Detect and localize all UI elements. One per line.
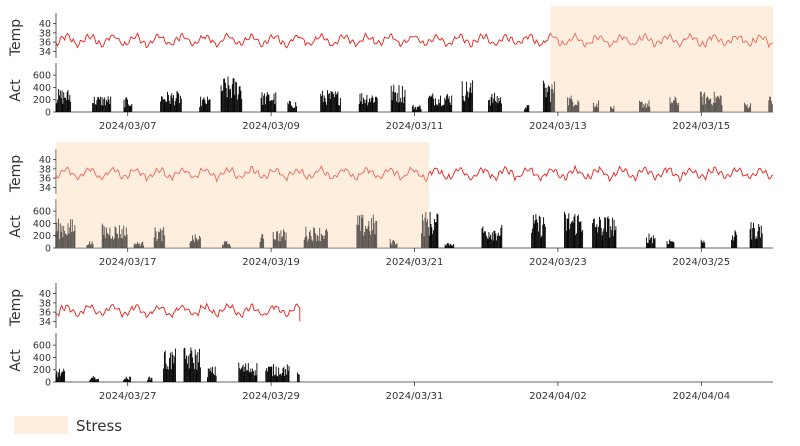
temp-tick-label: 34 (39, 317, 51, 328)
act-tick-label: 400 (33, 219, 51, 230)
act-tick-label: 400 (33, 353, 51, 364)
x-tick-label: 2024/03/29 (242, 391, 300, 402)
act-tick-label: 0 (45, 244, 51, 255)
x-tick-label: 2024/03/13 (529, 121, 587, 132)
x-tick-label: 2024/03/15 (672, 121, 730, 132)
x-tick-label: 2024/04/04 (672, 391, 730, 402)
x-tick-label: 2024/03/09 (242, 121, 300, 132)
temp-tick-label: 36 (39, 308, 51, 319)
temp-series-line (55, 164, 774, 183)
act-tick-label: 600 (33, 71, 51, 82)
x-tick-label: 2024/03/23 (529, 257, 587, 268)
legend: Stress (14, 416, 122, 435)
stress-band-overlay-1 (550, 6, 773, 112)
act-tick-label: 600 (33, 207, 51, 218)
temp-tick-label: 38 (39, 298, 51, 309)
legend-stress-label: Stress (76, 417, 122, 435)
temp-tick-label: 40 (39, 155, 51, 166)
temp-tick-label: 38 (39, 28, 51, 39)
temp-axis-label: Temp (8, 155, 24, 193)
x-tick-label: 2024/03/17 (99, 257, 157, 268)
stress-band-1 (550, 6, 773, 112)
x-tick-label: 2024/03/27 (99, 391, 157, 402)
temp-tick-label: 36 (39, 38, 51, 49)
temp-tick-label: 38 (39, 164, 51, 175)
act-tick-label: 600 (33, 341, 51, 352)
legend-stress-swatch (14, 416, 68, 434)
temp-axis-label: Temp (8, 19, 24, 57)
act-tick-label: 400 (33, 83, 51, 94)
x-tick-label: 2024/03/21 (386, 257, 444, 268)
temp-series-line (55, 32, 774, 49)
x-tick-label: 2024/03/07 (99, 121, 157, 132)
temp-tick-label: 36 (39, 174, 51, 185)
stress-band-overlay-1 (56, 142, 429, 248)
act-axis-label: Act (8, 79, 24, 102)
x-tick-label: 2024/03/19 (242, 257, 300, 268)
act-axis-label: Act (8, 215, 24, 238)
act-tick-label: 200 (33, 95, 51, 106)
act-tick-label: 200 (33, 231, 51, 242)
temp-tick-label: 34 (39, 183, 51, 194)
temp-tick-label: 40 (39, 289, 51, 300)
x-tick-label: 2024/04/02 (529, 391, 587, 402)
x-tick-label: 2024/03/31 (386, 391, 444, 402)
x-tick-label: 2024/03/11 (386, 121, 444, 132)
act-tick-label: 0 (45, 108, 51, 119)
act-tick-label: 0 (45, 378, 51, 389)
temp-tick-label: 34 (39, 47, 51, 58)
temp-axis-label: Temp (8, 289, 24, 327)
x-tick-label: 2024/03/25 (672, 257, 730, 268)
act-tick-label: 200 (33, 365, 51, 376)
temp-tick-label: 40 (39, 19, 51, 30)
act-axis-label: Act (8, 349, 24, 372)
temp-series-line (55, 302, 301, 322)
